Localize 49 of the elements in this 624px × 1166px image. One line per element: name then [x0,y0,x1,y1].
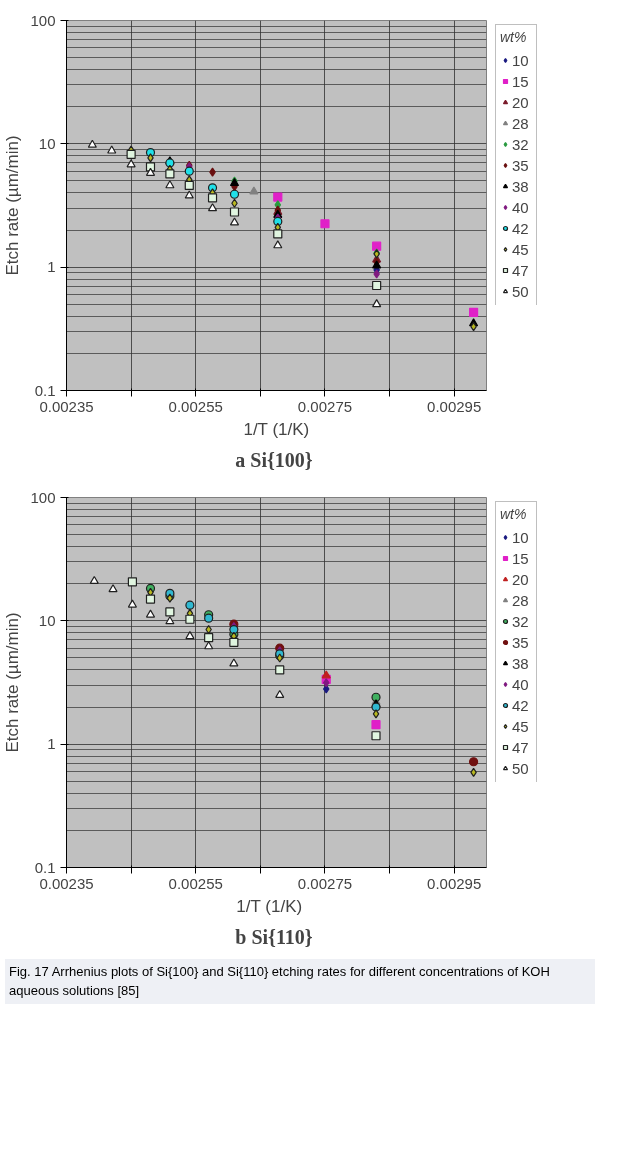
legend-label: 20 [512,93,530,111]
legend-label: 40 [512,675,530,693]
x-axis-title: 1/T (1/K) [236,896,303,916]
legend-label: 38 [512,654,530,672]
y-axis-title: Etch rate (µm/min) [3,135,23,276]
legend-label: 40 [512,198,530,216]
y-tick-label: 100 [30,11,56,29]
y-tick-label: 10 [38,134,56,152]
text: a Si{100} [235,448,313,471]
x-axis-title: 1/T (1/K) [243,419,310,439]
legend-label: 45 [512,717,530,735]
legend-label: 50 [512,759,530,777]
legend-label: 28 [512,591,530,609]
legend-label: 45 [512,240,530,258]
legend-label: 42 [512,219,530,237]
legend-label: 47 [512,261,530,279]
x-tick-label: 0.00235 [39,874,94,892]
y-tick-label: 1 [47,735,56,753]
legend-label: 15 [512,549,530,567]
text: b Si{110} [235,925,313,948]
legend-label: 28 [512,114,530,132]
legend-label: 10 [512,51,530,69]
y-tick-label: 0.1 [34,381,56,399]
legend-label: 32 [512,135,530,153]
x-tick-label: 0.00275 [297,874,353,892]
y-tick-label: 100 [30,488,56,506]
legend-label: 35 [512,633,530,651]
legend-label: 50 [512,282,530,300]
x-tick-label: 0.00255 [168,874,223,892]
legend-title: wt% [500,29,528,45]
y-tick-label: 0.1 [34,858,56,876]
x-tick-label: 0.00275 [297,397,353,415]
x-tick-label: 0.00295 [427,874,482,892]
caption: Fig. 17 Arrhenius plots of Si{100} and Si{110} etching rates for different concentrations of KOH aqueous solutions [85] [5,959,595,1005]
x-tick-label: 0.00255 [168,397,223,415]
y-axis-title: Etch rate (µm/min) [3,612,23,753]
y-tick-label: 10 [38,611,56,629]
legend-label: 15 [512,72,530,90]
x-tick-label: 0.00295 [427,397,482,415]
legend-label: 10 [512,528,530,546]
legend-label: 47 [512,738,530,756]
legend-label: 35 [512,156,530,174]
legend-label: 42 [512,696,530,714]
legend-title: wt% [500,506,528,522]
legend-label: 20 [512,570,530,588]
x-tick-label: 0.00235 [39,397,94,415]
legend-label: 32 [512,612,530,630]
y-tick-label: 1 [47,258,56,276]
legend-label: 38 [512,177,530,195]
